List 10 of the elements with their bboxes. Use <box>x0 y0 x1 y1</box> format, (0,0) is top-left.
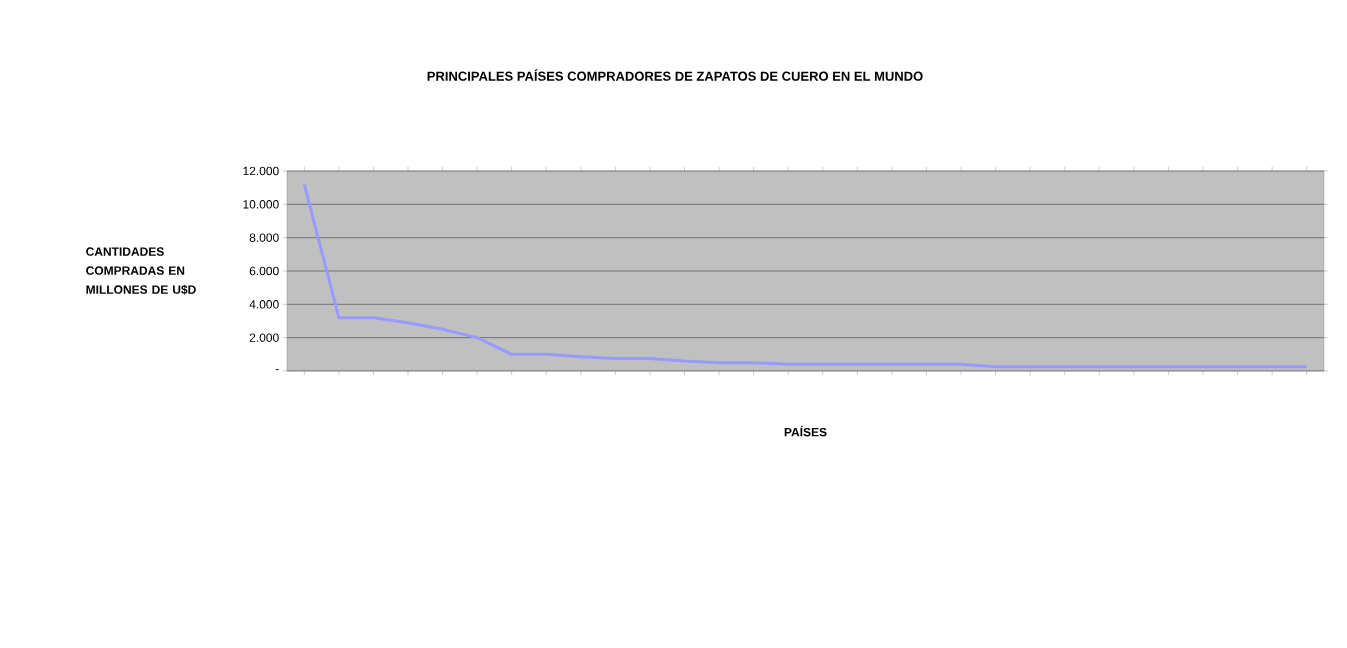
x-axis-title: PAÍSES <box>784 425 827 437</box>
y-tick-label: 10.000 <box>243 200 279 209</box>
y-tick-label: 8.000 <box>249 233 279 242</box>
y-tick-label: 12.000 <box>243 166 279 176</box>
y-tick-label: 6.000 <box>249 266 279 276</box>
chart-title: PRINCIPALES PAÍSES COMPRADORES DE ZAPATOS DE CUERO EN EL MUNDO <box>427 69 923 81</box>
y-axis-title: CANTIDADES COMPRADAS EN MILLONES DE U$D <box>86 247 196 295</box>
y-tick-label: 4.000 <box>249 300 279 309</box>
y-tick-label: - <box>275 369 279 371</box>
y-tick-label: 2.000 <box>249 333 279 342</box>
